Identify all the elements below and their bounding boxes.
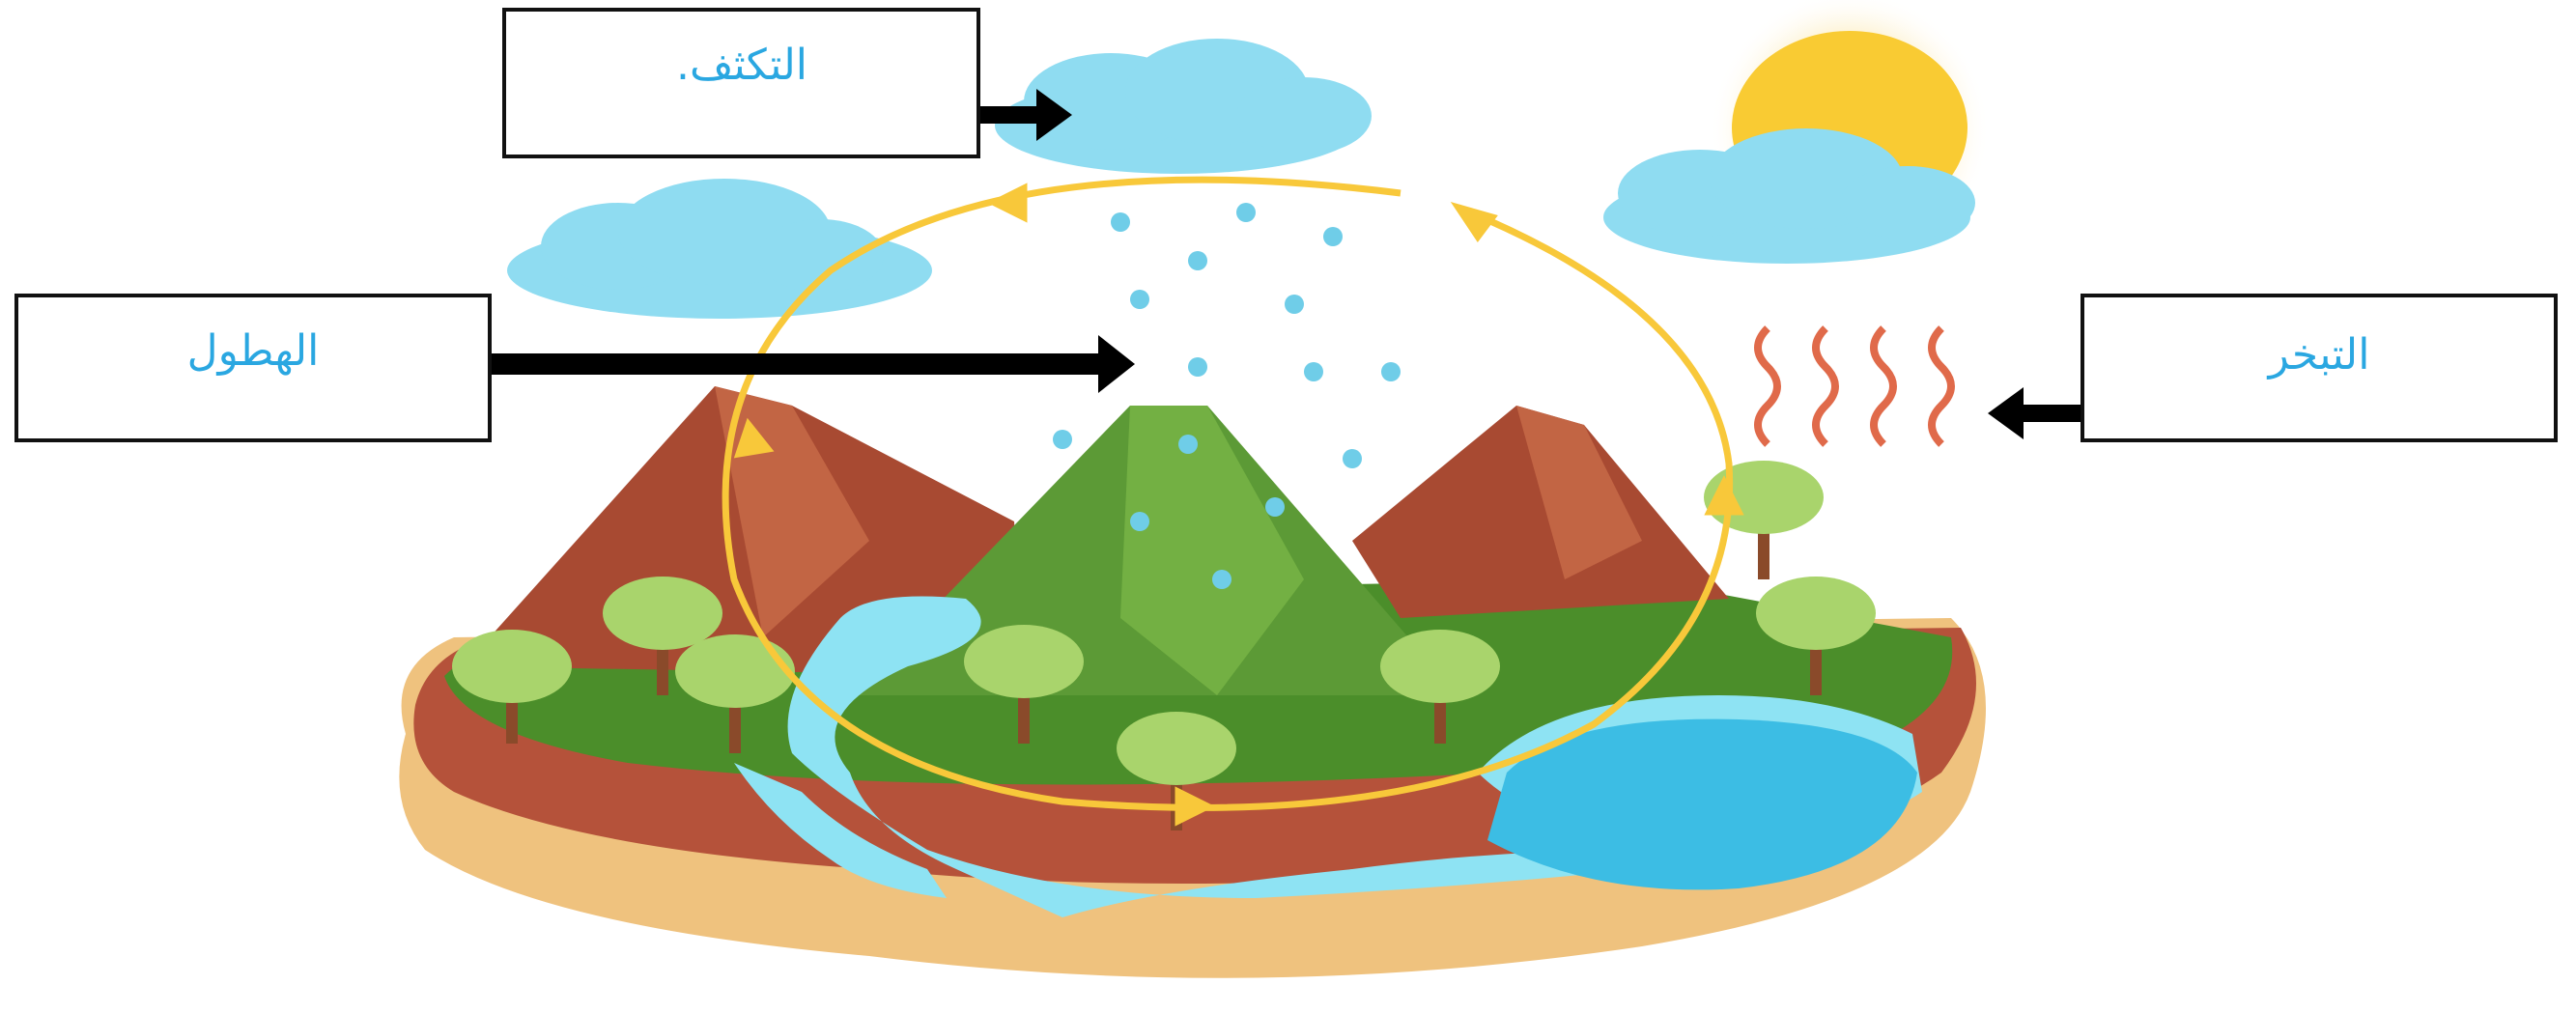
pointer-arrows xyxy=(490,89,2083,439)
label-text: التكثف. xyxy=(676,41,807,90)
island xyxy=(399,386,1986,978)
label-condensation: التكثف. xyxy=(502,8,980,158)
label-precipitation: الهطول xyxy=(14,294,492,442)
label-box xyxy=(2081,294,2558,442)
rain-drops xyxy=(1053,203,1401,589)
label-text: الهطول xyxy=(187,326,320,376)
evaporation-waves xyxy=(1754,325,1955,447)
cycle-arrows xyxy=(722,176,1744,827)
trees xyxy=(452,461,1876,830)
label-box xyxy=(14,294,492,442)
label-box xyxy=(502,8,980,158)
label-evaporation: التبخر xyxy=(2081,294,2558,442)
label-text: التبخر xyxy=(2267,330,2370,380)
clouds xyxy=(507,39,1975,319)
